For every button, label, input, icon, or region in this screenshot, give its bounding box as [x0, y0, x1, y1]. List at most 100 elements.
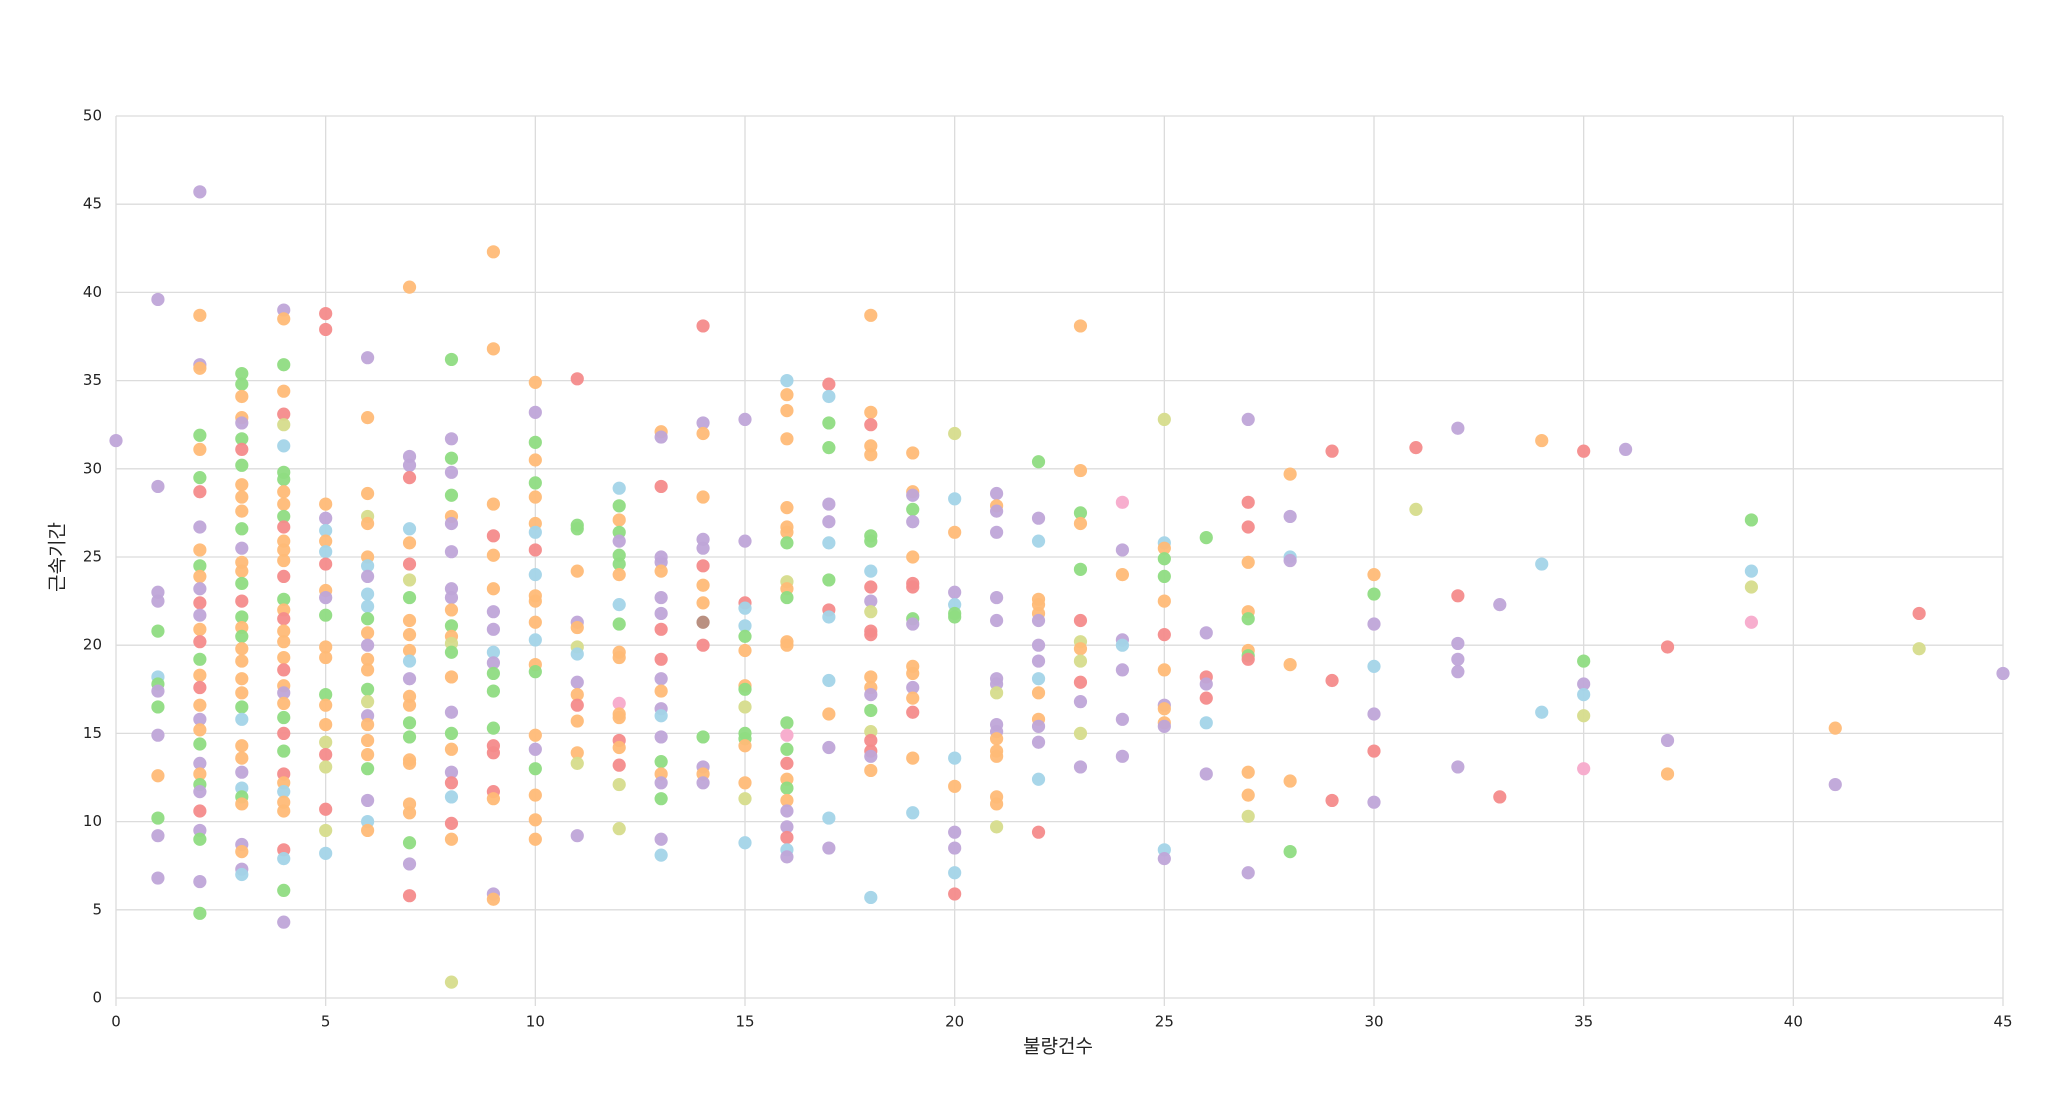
scatter-point [948, 525, 962, 539]
scatter-point [402, 672, 417, 686]
x-tick-label: 35 [1574, 1013, 1593, 1031]
scatter-point [277, 418, 291, 432]
scatter-point [1409, 441, 1423, 455]
scatter-point [654, 709, 668, 723]
y-tick-label: 50 [83, 107, 102, 125]
scatter-point [151, 700, 165, 714]
scatter-point [570, 687, 584, 702]
scatter-point [1115, 495, 1129, 509]
scatter-point [528, 525, 542, 539]
scatter-point [402, 730, 417, 744]
scatter-point [1241, 652, 1255, 666]
scatter-point [612, 822, 626, 836]
scatter-point [402, 471, 417, 485]
scatter-point [235, 458, 249, 472]
scatter-point [1073, 506, 1088, 520]
scatter-point [486, 645, 500, 659]
scatter-point [1199, 626, 1213, 640]
scatter-point [1031, 686, 1046, 700]
scatter-point [1828, 777, 1842, 792]
scatter-point [570, 564, 584, 578]
scatter-point [1367, 707, 1381, 721]
scatter-point [696, 776, 710, 790]
scatter-point [444, 776, 459, 790]
scatter-point [277, 852, 291, 866]
scatter-point [990, 820, 1004, 834]
scatter-point [486, 892, 500, 906]
scatter-point [864, 628, 878, 642]
scatter-point [1828, 721, 1842, 735]
scatter-point [235, 765, 249, 779]
scatter-point [319, 534, 333, 548]
scatter-point [1744, 615, 1758, 629]
scatter-point [948, 751, 962, 765]
scatter-point [277, 624, 291, 638]
scatter-point [402, 458, 417, 472]
scatter-point [361, 351, 375, 365]
scatter-point [1744, 513, 1758, 527]
scatter-point [235, 686, 249, 700]
scatter-point [906, 515, 920, 529]
scatter-point [193, 668, 207, 682]
scatter-point [738, 412, 752, 427]
x-tick-label: 25 [1155, 1013, 1174, 1031]
scatter-point [990, 525, 1004, 539]
scatter-point [319, 590, 333, 605]
scatter-point [1031, 735, 1046, 749]
scatter-point [822, 610, 836, 624]
scatter-point [361, 638, 375, 652]
scatter-point [193, 582, 207, 596]
scatter-point [1115, 638, 1129, 652]
scatter-point [361, 695, 375, 709]
scatter-point [1241, 788, 1255, 802]
scatter-point [1073, 562, 1088, 576]
scatter-point [235, 389, 249, 404]
scatter-point [193, 756, 207, 770]
scatter-point [906, 691, 920, 705]
scatter-point [1367, 617, 1381, 631]
scatter-point [612, 598, 626, 612]
scatter-point [654, 684, 668, 698]
scatter-point [738, 534, 752, 548]
scatter-point [1157, 412, 1171, 427]
scatter-point [486, 497, 500, 511]
scatter-point [990, 590, 1004, 605]
scatter-point [235, 490, 249, 504]
scatter-point [444, 832, 459, 846]
scatter-point [1535, 433, 1549, 448]
scatter-point [402, 613, 417, 628]
scatter-point [612, 696, 626, 711]
scatter-point [780, 501, 794, 515]
scatter-point [1031, 772, 1046, 786]
scatter-point [654, 776, 668, 790]
scatter-point [1619, 442, 1633, 456]
scatter-point [235, 564, 249, 578]
scatter-point [780, 432, 794, 446]
scatter-point [864, 448, 878, 462]
scatter-point [193, 471, 207, 485]
scatter-point [738, 776, 752, 790]
scatter-point [1157, 541, 1171, 555]
scatter-point [780, 525, 794, 539]
scatter-point [864, 763, 878, 778]
scatter-point [654, 622, 668, 636]
scatter-point [1031, 672, 1046, 686]
scatter-point [193, 361, 207, 375]
scatter-point [696, 416, 710, 430]
scatter-point [1073, 463, 1088, 478]
scatter-point [780, 590, 794, 605]
scatter-point [361, 559, 375, 573]
scatter-point [277, 439, 291, 453]
scatter-point [193, 185, 207, 199]
scatter-point [948, 841, 962, 855]
scatter-point [780, 728, 794, 742]
scatter-point [1115, 568, 1129, 582]
scatter-point [738, 739, 752, 753]
scatter-point [1241, 866, 1255, 880]
scatter-point [696, 578, 710, 592]
scatter-point [528, 665, 542, 679]
scatter-point [780, 403, 794, 418]
scatter-point [654, 792, 668, 806]
scatter-point [864, 418, 878, 432]
